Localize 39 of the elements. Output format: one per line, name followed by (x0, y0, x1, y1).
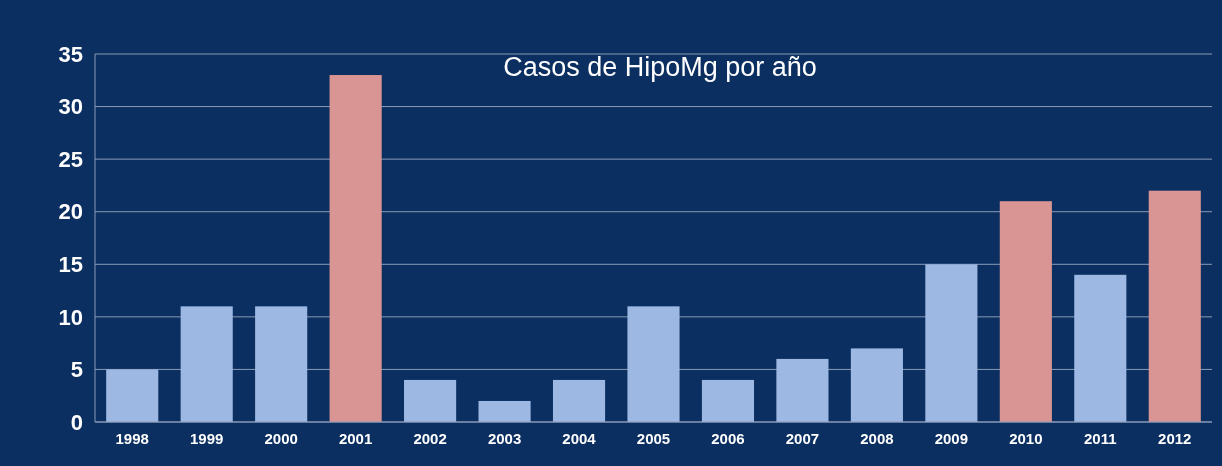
y-tick-label: 30 (58, 94, 83, 120)
y-tick-label: 15 (58, 251, 83, 277)
chart-title: Casos de HipoMg por año (503, 52, 817, 82)
bar (1074, 274, 1127, 422)
bar (404, 379, 457, 422)
bar (329, 75, 382, 422)
y-tick-label: 25 (58, 146, 83, 172)
y-tick-label: 35 (58, 41, 83, 67)
bar (999, 201, 1052, 422)
bar (478, 400, 531, 422)
x-tick-label: 2010 (1009, 430, 1043, 447)
y-tick-label: 5 (70, 357, 83, 383)
bar (255, 306, 308, 422)
x-tick-label: 1998 (115, 430, 149, 447)
bar (180, 306, 233, 422)
bar (106, 369, 159, 422)
x-tick-label: 1999 (190, 430, 224, 447)
x-tick-label: 2000 (264, 430, 298, 447)
x-tick-label: 2012 (1158, 430, 1192, 447)
bar (552, 379, 606, 422)
y-tick-label: 10 (58, 304, 83, 330)
bar (1148, 190, 1201, 422)
x-tick-label: 2002 (413, 430, 447, 447)
bar (627, 306, 680, 422)
x-tick-label: 2011 (1084, 430, 1117, 447)
x-tick-label: 2007 (785, 430, 820, 447)
bar (850, 348, 903, 422)
x-tick-label: 2003 (487, 430, 522, 447)
x-tick-label: 2009 (934, 430, 969, 447)
y-tick-label: 0 (70, 409, 83, 435)
x-tick-label: 2006 (711, 430, 745, 447)
bar (701, 379, 755, 422)
bar (925, 264, 978, 422)
x-tick-label: 2001 (338, 430, 373, 447)
y-tick-label: 20 (58, 199, 83, 225)
bar (776, 358, 829, 422)
x-tick-label: 2008 (860, 430, 894, 447)
x-tick-label: 2005 (636, 430, 671, 447)
x-tick-label: 2004 (562, 430, 597, 447)
